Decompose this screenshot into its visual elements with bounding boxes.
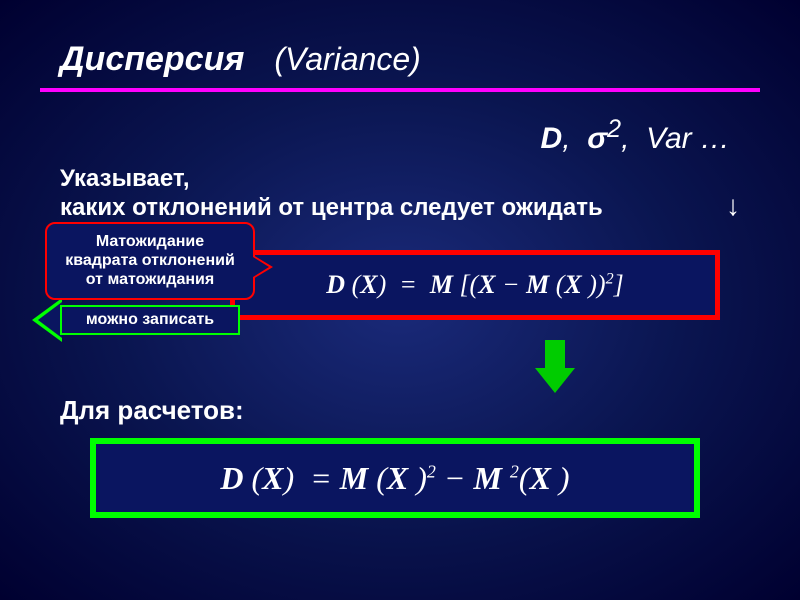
calculation-label: Для расчетов: — [60, 395, 244, 426]
formula-calculation: D (X) = M (X )2 − M 2(X ) — [220, 460, 569, 497]
callout-definition: Матожидание квадрата отклонений от матож… — [45, 222, 255, 300]
down-arrow-symbol: ↓ — [726, 190, 740, 222]
formula-calculation-box: D (X) = M (X )2 − M 2(X ) — [90, 438, 700, 518]
green-down-arrow-icon — [540, 340, 570, 390]
description-text: Указывает, каких отклонений от центра сл… — [60, 165, 603, 223]
title-main: Дисперсия — [60, 40, 244, 79]
title-sub: (Variance) — [274, 41, 420, 78]
title-underline — [40, 88, 760, 92]
callout-tail-inner-icon — [253, 257, 269, 277]
arrow-left-label: можно записать — [60, 305, 240, 335]
notation-symbols: D, σ2, Var … — [541, 115, 730, 156]
title-row: Дисперсия (Variance) — [60, 40, 740, 79]
arrow-left-head-inner-icon — [38, 302, 62, 338]
formula-definition-box: D (X) = M [(X − M (X ))2] — [230, 250, 720, 320]
formula-definition: D (X) = M [(X − M (X ))2] — [326, 270, 623, 300]
